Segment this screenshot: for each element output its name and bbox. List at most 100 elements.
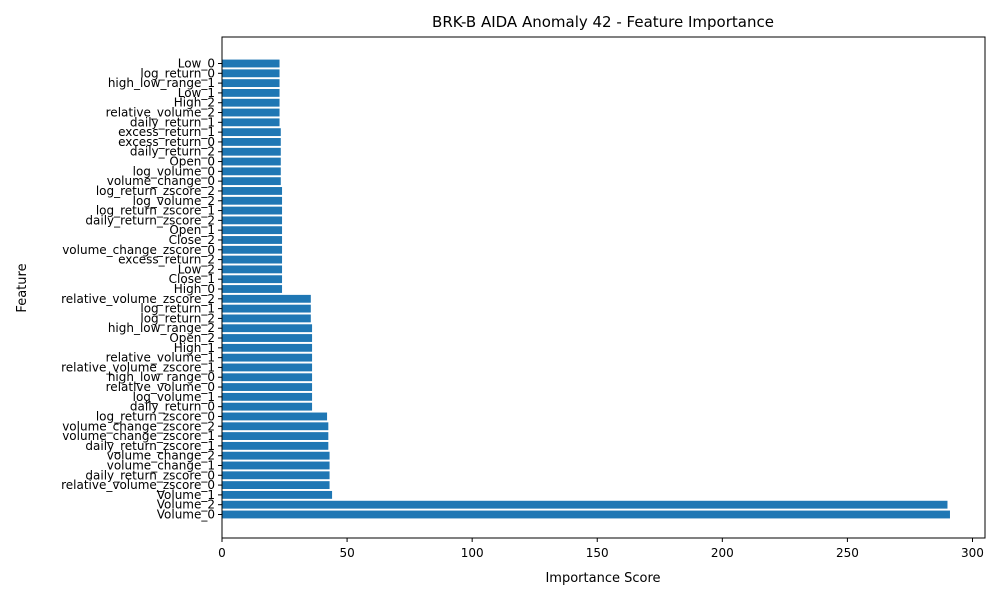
y-tick-label: high_low_range_2 — [108, 321, 215, 335]
y-tick-label: excess_return_2 — [118, 253, 215, 267]
bar-log_return_1 — [222, 304, 311, 313]
y-tick-label: Open_0 — [169, 155, 215, 169]
y-tick-label: Volume_0 — [157, 508, 215, 522]
y-tick-label: Close_1 — [169, 272, 215, 286]
y-axis-label: Feature — [15, 263, 30, 312]
y-tick-label: volume_change_1 — [107, 458, 215, 472]
y-tick-label: daily_return_1 — [130, 115, 215, 129]
bar-log_volume_1 — [222, 392, 313, 401]
bar-log_volume_0 — [222, 167, 281, 176]
y-tick-label: volume_change_zscore_1 — [62, 429, 215, 443]
bar-daily_return_0 — [222, 402, 313, 411]
y-tick-label: relative_volume_2 — [106, 106, 215, 120]
bar-high_low_range_2 — [222, 324, 313, 333]
y-tick-label: log_return_zscore_2 — [96, 184, 215, 198]
bar-volume_change_zscore_1 — [222, 432, 329, 440]
y-tick-label: volume_change_2 — [107, 449, 215, 463]
y-tick-label: Low_1 — [178, 86, 215, 100]
y-tick-label: volume_change_zscore_2 — [62, 419, 215, 433]
bar-Low_2 — [222, 265, 283, 274]
y-tick-label: volume_change_0 — [107, 174, 215, 188]
x-tick-label: 300 — [961, 546, 984, 560]
bar-volume_change_2 — [222, 451, 330, 460]
bar-relative_volume_zscore_0 — [222, 481, 330, 490]
y-tick-label: log_return_1 — [140, 302, 215, 316]
x-tick-label: 100 — [461, 546, 484, 560]
bar-Low_0 — [222, 59, 280, 68]
bar-Close_1 — [222, 275, 283, 284]
bar-log_return_zscore_1 — [222, 206, 283, 215]
y-tick-label: excess_return_0 — [118, 135, 215, 149]
bar-high_low_range_1 — [222, 79, 280, 88]
bar-relative_volume_0 — [222, 383, 313, 391]
chart-title: BRK-B AIDA Anomaly 42 - Feature Importan… — [432, 13, 774, 31]
bar-log_return_2 — [222, 314, 311, 323]
y-tick-label: log_return_zscore_0 — [96, 409, 215, 423]
bar-relative_volume_1 — [222, 353, 313, 362]
bar-volume_change_zscore_2 — [222, 422, 329, 431]
y-tick-label: log_volume_2 — [133, 194, 215, 208]
bar-excess_return_2 — [222, 255, 283, 264]
bar-Open_0 — [222, 157, 281, 166]
y-axis-ticks: Volume_0Volume_2Volume_1relative_volume_… — [61, 57, 222, 522]
y-tick-label: relative_volume_zscore_0 — [61, 478, 215, 492]
bar-high_low_range_0 — [222, 373, 313, 382]
y-tick-label: daily_return_zscore_1 — [85, 439, 215, 453]
y-tick-label: daily_return_2 — [130, 145, 215, 159]
y-tick-label: High_2 — [174, 96, 215, 110]
y-tick-label: Close_2 — [169, 233, 215, 247]
bar-daily_return_zscore_0 — [222, 471, 330, 480]
bar-daily_return_zscore_1 — [222, 441, 329, 450]
bar-relative_volume_2 — [222, 108, 280, 117]
bar-log_volume_2 — [222, 196, 283, 205]
y-tick-label: Open_2 — [169, 331, 215, 345]
y-tick-label: daily_return_zscore_0 — [85, 468, 215, 482]
y-tick-label: Low_0 — [178, 57, 215, 71]
y-tick-label: relative_volume_zscore_2 — [61, 292, 215, 306]
y-tick-label: volume_change_zscore_0 — [62, 243, 215, 257]
bar-volume_change_0 — [222, 177, 281, 186]
x-axis-label: Importance Score — [545, 571, 660, 586]
bar-High_1 — [222, 343, 313, 352]
y-tick-label: High_1 — [174, 341, 215, 355]
bar-Volume_2 — [222, 500, 948, 509]
bar-relative_volume_zscore_1 — [222, 363, 313, 372]
bar-volume_change_1 — [222, 461, 330, 470]
x-tick-label: 150 — [586, 546, 609, 560]
bar-daily_return_zscore_2 — [222, 216, 283, 225]
y-tick-label: Volume_1 — [157, 488, 215, 502]
y-tick-label: Volume_2 — [157, 498, 215, 512]
bar-Low_1 — [222, 88, 280, 97]
y-tick-label: daily_return_0 — [130, 400, 215, 414]
bar-High_0 — [222, 285, 283, 293]
bar-volume_change_zscore_0 — [222, 245, 283, 254]
plot-frame — [221, 36, 986, 539]
y-tick-label: relative_volume_1 — [106, 351, 215, 365]
y-tick-label: Low_2 — [178, 262, 215, 276]
y-tick-label: high_low_range_0 — [108, 370, 215, 384]
bar-log_return_zscore_2 — [222, 187, 283, 195]
bar-Volume_0 — [222, 510, 950, 519]
y-tick-label: relative_volume_zscore_1 — [61, 360, 215, 374]
y-tick-label: log_return_2 — [140, 311, 215, 325]
bar-Close_2 — [222, 236, 283, 244]
y-tick-label: excess_return_1 — [118, 125, 215, 139]
bar-Open_1 — [222, 226, 283, 235]
y-tick-label: log_volume_0 — [133, 164, 215, 178]
bar-Open_2 — [222, 334, 313, 342]
x-tick-label: 250 — [836, 546, 859, 560]
y-tick-label: log_volume_1 — [133, 390, 215, 404]
x-tick-label: 50 — [339, 546, 354, 560]
bar-excess_return_1 — [222, 128, 281, 137]
bar-daily_return_1 — [222, 118, 280, 127]
x-axis-ticks: 0 50 100 150 200 250 300 — [218, 538, 984, 560]
bar-relative_volume_zscore_2 — [222, 294, 311, 303]
y-tick-label: Open_1 — [169, 223, 215, 237]
y-tick-label: daily_return_zscore_2 — [85, 213, 215, 227]
bar-daily_return_2 — [222, 147, 281, 156]
bar-High_2 — [222, 98, 280, 107]
y-tick-label: log_return_0 — [140, 66, 215, 80]
x-tick-label: 0 — [218, 546, 226, 560]
bar-Volume_1 — [222, 490, 333, 499]
